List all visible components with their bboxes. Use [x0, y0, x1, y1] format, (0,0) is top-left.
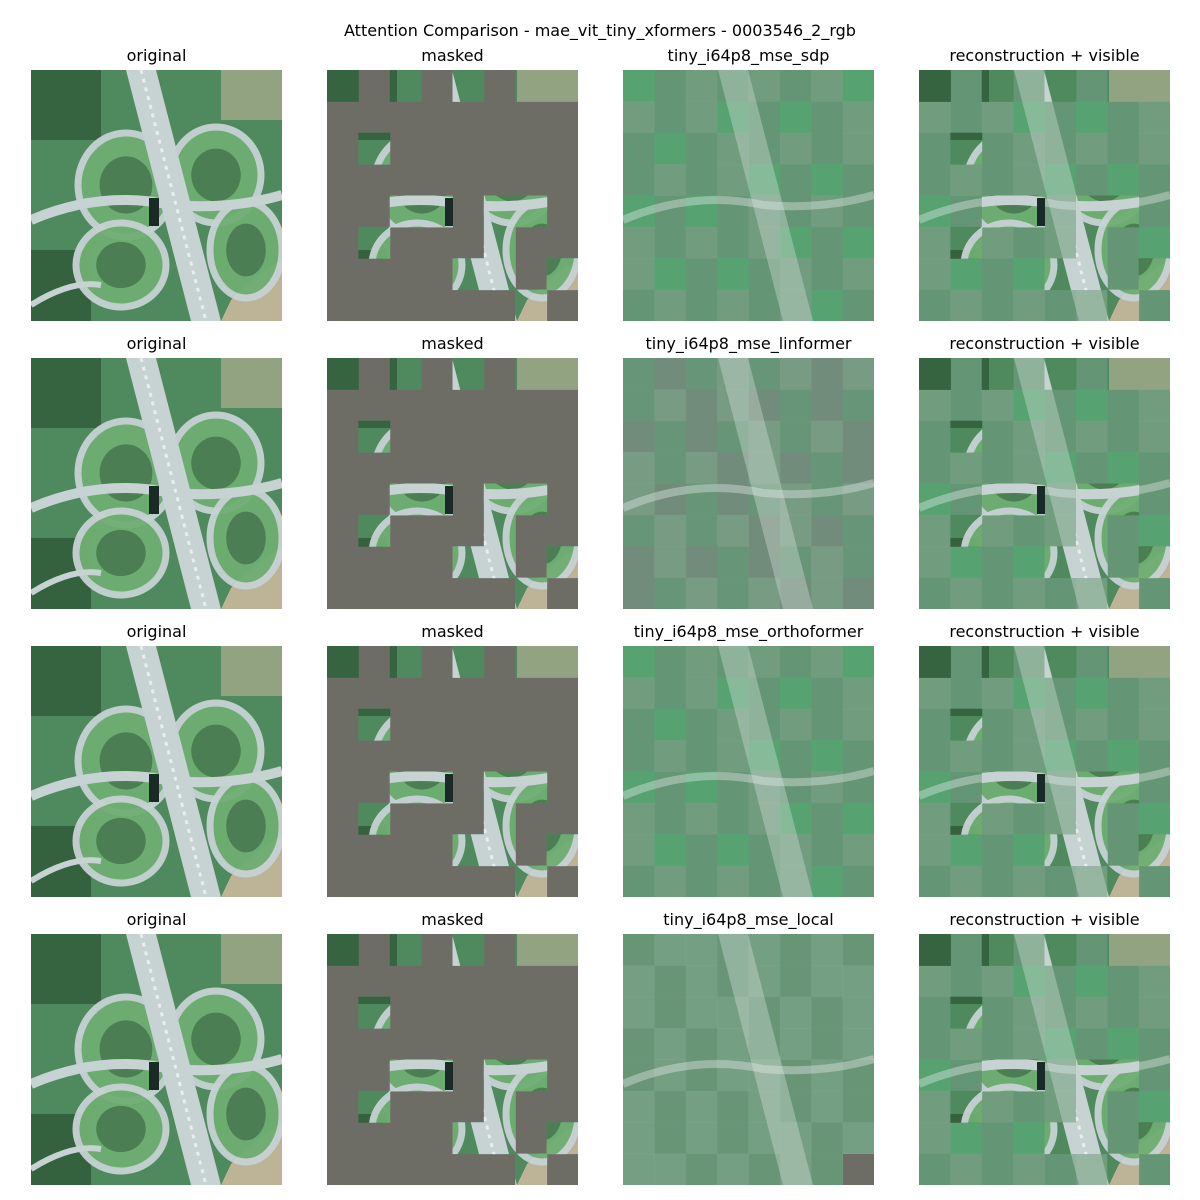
row-2-model-reconstruction-image: [623, 358, 874, 609]
row-1-masked-title: masked: [421, 46, 484, 65]
row-2-reconstruction-title: reconstruction + visible: [949, 334, 1140, 353]
row-3-original-title: original: [126, 622, 187, 641]
row-1-model-title: tiny_i64p8_mse_sdp: [667, 46, 830, 65]
row-3-reconstruction-title: reconstruction + visible: [949, 622, 1140, 641]
row-3-original-image: [31, 646, 282, 897]
row-4-model-title: tiny_i64p8_mse_local: [663, 910, 834, 929]
row-3-masked-title: masked: [421, 622, 484, 641]
row-4-masked-image: [327, 934, 578, 1185]
row-2-original-title: original: [126, 334, 187, 353]
row-2-original-image: [31, 358, 282, 609]
row-4-masked-title: masked: [421, 910, 484, 929]
row-1-original-title: original: [126, 46, 187, 65]
row-1-reconstruction-visible-image: [919, 70, 1170, 321]
row-2-masked-image: [327, 358, 578, 609]
row-2-model-title: tiny_i64p8_mse_linformer: [645, 334, 852, 353]
row-2-reconstruction-visible-image: [919, 358, 1170, 609]
row-1-model-reconstruction-image: [623, 70, 874, 321]
row-4-original-image: [31, 934, 282, 1185]
row-3-masked-image: [327, 646, 578, 897]
row-3-model-reconstruction-image: [623, 646, 874, 897]
row-4-reconstruction-visible-image: [919, 934, 1170, 1185]
row-4-model-reconstruction-image: [623, 934, 874, 1185]
row-3-reconstruction-visible-image: [919, 646, 1170, 897]
row-4-original-title: original: [126, 910, 187, 929]
row-1-reconstruction-title: reconstruction + visible: [949, 46, 1140, 65]
row-3-model-title: tiny_i64p8_mse_orthoformer: [633, 622, 864, 641]
row-1-masked-image: [327, 70, 578, 321]
row-1-original-image: [31, 70, 282, 321]
figure-title: Attention Comparison - mae_vit_tiny_xfor…: [344, 21, 856, 40]
row-2-masked-title: masked: [421, 334, 484, 353]
row-4-reconstruction-title: reconstruction + visible: [949, 910, 1140, 929]
